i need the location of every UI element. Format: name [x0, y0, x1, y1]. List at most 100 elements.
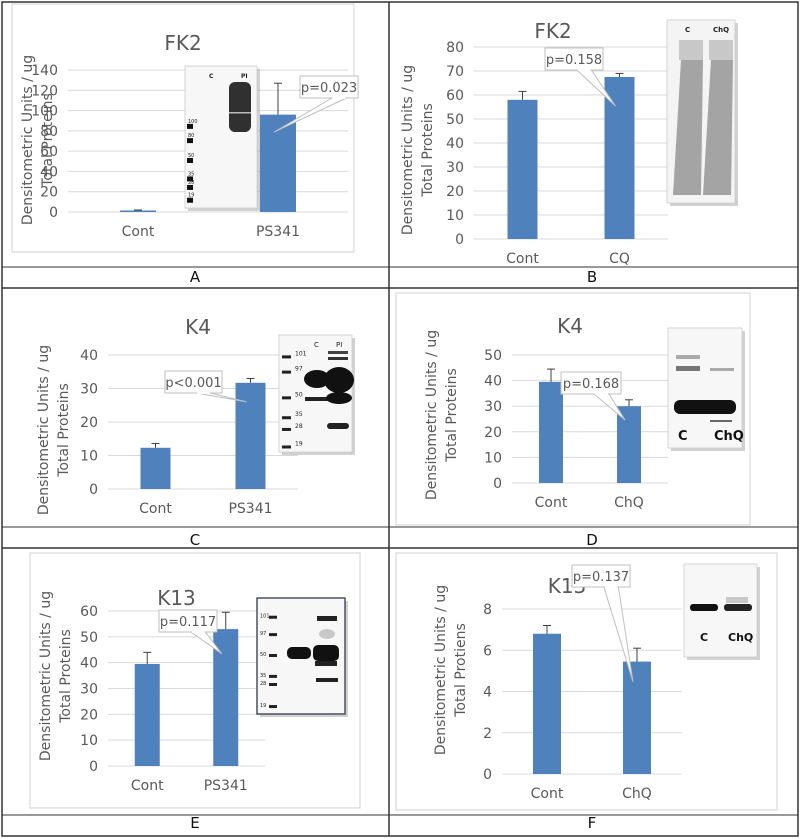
- chart-title: FK2: [164, 31, 201, 55]
- blot-band: [710, 420, 732, 422]
- chart-panel-c: 0 10 20 30 40 K4 Densitometric Units / ug Total…: [36, 315, 355, 549]
- y-axis-label-line: Densitometric Units / ug: [38, 591, 54, 761]
- marker-label: 28: [188, 180, 194, 186]
- blot-lane-top: [709, 40, 733, 60]
- lane-label: ChQ: [728, 631, 753, 644]
- y-axis-label: Densitometric Units / ug Total Proteins: [38, 591, 74, 761]
- y-axis-label-line: Densitometric Units / ug: [36, 345, 52, 515]
- blot-lane-top: [679, 40, 703, 60]
- marker-label: 35: [260, 673, 266, 679]
- x-tick-label: Cont: [535, 495, 568, 511]
- blot-lane: [703, 60, 733, 195]
- lane-label: C: [700, 631, 708, 644]
- marker-label: 50: [188, 153, 194, 159]
- gridlines: 0 2 4 6 8: [483, 602, 682, 783]
- chart-panel-b: 0 10 20 30 40 50 60 70 80 FK2 Densitometric Units …: [400, 19, 738, 286]
- bar-ps341: [213, 629, 239, 766]
- x-tick-label: PS341: [204, 778, 248, 794]
- y-tick-label: 30: [484, 399, 502, 415]
- y-tick-label: 60: [446, 88, 464, 104]
- bar-cont: [134, 663, 160, 766]
- marker-label: 19: [188, 193, 194, 199]
- y-tick-label: 0: [89, 759, 98, 775]
- blot-band: [724, 604, 752, 611]
- blot-band: [287, 647, 311, 659]
- chart-title: FK2: [534, 19, 571, 43]
- x-tick-label: Cont: [139, 501, 172, 517]
- y-tick-label: 60: [40, 144, 58, 160]
- y-tick-label: 0: [49, 205, 58, 221]
- y-tick-label: 50: [80, 630, 98, 646]
- p-value-label: p=0.137: [573, 570, 629, 585]
- y-tick-label: 70: [446, 64, 464, 80]
- y-axis-label: Densitometric Units / ug Total Proteins: [424, 330, 460, 500]
- panel-letter: F: [588, 814, 597, 832]
- chart-panel-d: 0 10 20 30 40 50 K4 Densitometric Units / ug Tot…: [395, 292, 751, 549]
- x-tick-label: Cont: [131, 778, 164, 794]
- y-tick-label: 40: [40, 164, 58, 180]
- y-tick-label: 10: [80, 449, 98, 465]
- marker-label: 19: [260, 703, 266, 709]
- marker-label: 101: [295, 350, 307, 357]
- y-tick-label: 20: [446, 184, 464, 200]
- y-tick-label: 50: [484, 348, 502, 364]
- y-tick-label: 40: [484, 374, 502, 390]
- lane-label: PI: [241, 73, 248, 80]
- marker-label: 50: [260, 652, 266, 658]
- marker-label: 80: [188, 133, 194, 139]
- y-tick-label: 20: [40, 185, 58, 201]
- y-tick-label: 40: [446, 136, 464, 152]
- p-value-label: p=0.168: [563, 377, 619, 392]
- blot-band: [726, 597, 748, 603]
- y-tick-label: 10: [484, 450, 502, 466]
- marker-band: [269, 633, 277, 637]
- y-tick-label: 40: [80, 348, 98, 364]
- marker-band: [269, 683, 277, 686]
- panel-letter: D: [586, 531, 598, 549]
- y-axis-label-line: Total Proteins: [420, 103, 436, 198]
- marker-band: [269, 674, 277, 678]
- blot-band: [316, 678, 338, 682]
- lane-label: C: [209, 73, 214, 80]
- western-blot-inset: C ChQ: [666, 19, 738, 206]
- chart-panel-a: 0 20 40 60 80 100 120 140 FK2 Densitometric Units…: [11, 3, 359, 286]
- y-tick-label: 30: [446, 160, 464, 176]
- marker-label: 97: [295, 366, 303, 373]
- chart-title: K4: [185, 315, 211, 339]
- blot-band: [305, 397, 329, 401]
- bar-cq: [604, 77, 635, 239]
- marker-band: [282, 370, 291, 374]
- p-value-label: p=0.023: [301, 81, 357, 96]
- marker-label: 28: [260, 681, 266, 687]
- blot-band: [327, 423, 349, 429]
- chart-title: K4: [557, 314, 583, 338]
- x-tick-label: ChQ: [614, 495, 644, 511]
- y-tick-label: 6: [483, 643, 492, 659]
- panel-letter: B: [587, 268, 597, 286]
- bar-cont: [539, 381, 563, 483]
- y-axis-label: Densitometric Units / ug Total Proteins: [400, 65, 436, 235]
- gridlines: 0 10 20 30 40 50 60 70 80: [446, 40, 668, 248]
- y-tick-label: 10: [446, 208, 464, 224]
- x-tick-label: Cont: [506, 251, 539, 267]
- lane-label: PI: [336, 341, 342, 349]
- blot-band: [676, 355, 700, 359]
- bar-chq: [617, 406, 641, 483]
- x-tick-label: PS341: [228, 501, 272, 517]
- blot-band: [690, 604, 718, 611]
- blot-band: [674, 400, 736, 414]
- y-axis-label-line: Total Proteins: [56, 383, 72, 478]
- marker-band: [269, 705, 277, 709]
- blot-band: [326, 392, 352, 404]
- y-axis-label-line: Densitometric Units / ug: [20, 55, 36, 225]
- lane-label: C: [314, 341, 319, 349]
- western-blot-inset: C ChQ: [683, 563, 760, 660]
- callout-box: [571, 564, 631, 588]
- y-tick-label: 20: [484, 425, 502, 441]
- y-tick-label: 60: [80, 604, 98, 620]
- marker-label: 35: [188, 171, 194, 177]
- y-tick-label: 0: [455, 232, 464, 248]
- y-tick-label: 120: [31, 83, 58, 99]
